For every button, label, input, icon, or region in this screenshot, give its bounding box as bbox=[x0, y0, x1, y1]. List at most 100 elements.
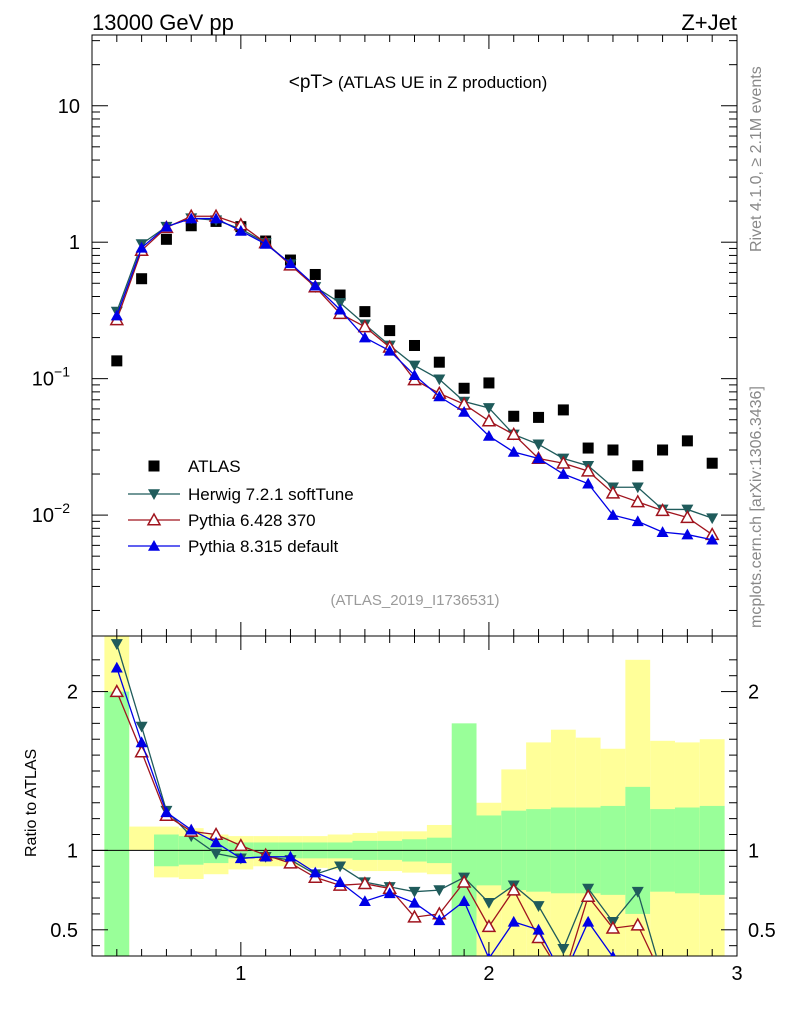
marker-triangle-open bbox=[146, 512, 162, 526]
marker-triangle-open bbox=[605, 920, 621, 934]
marker-triangle-up bbox=[706, 533, 719, 545]
marker-triangle-up bbox=[532, 452, 545, 464]
marker-triangle-down bbox=[408, 886, 421, 898]
marker-square bbox=[657, 444, 669, 456]
marker-square bbox=[458, 382, 470, 394]
ratio-y-tick-label-right: 1 bbox=[748, 840, 759, 862]
ratio-y-label: Ratio to ATLAS bbox=[23, 749, 40, 857]
marker-triangle-open bbox=[680, 509, 695, 524]
band-yellow-bin bbox=[129, 826, 155, 851]
marker-triangle-up bbox=[582, 915, 595, 927]
marker-triangle-up bbox=[458, 895, 471, 907]
y-tick-exponent: −1 bbox=[54, 364, 70, 380]
marker-square bbox=[632, 460, 644, 472]
marker-triangle-down bbox=[657, 973, 669, 984]
ratio-y-tick-label-right: 0.5 bbox=[748, 920, 776, 942]
marker-triangle-up bbox=[681, 971, 693, 982]
marker-triangle-up bbox=[606, 509, 619, 520]
plot-title-main: <pT> bbox=[289, 72, 333, 93]
marker-square bbox=[148, 460, 160, 472]
marker-triangle-up bbox=[148, 540, 160, 551]
marker-triangle-up bbox=[486, 952, 491, 956]
marker-square bbox=[384, 325, 396, 337]
marker-triangle-up bbox=[234, 852, 247, 864]
marker-triangle-down bbox=[210, 848, 223, 860]
marker-triangle-up bbox=[383, 344, 396, 356]
header-right: Z+Jet bbox=[681, 10, 737, 35]
marker-triangle-open bbox=[481, 919, 497, 933]
marker-triangle-up bbox=[433, 914, 446, 926]
marker-triangle-open bbox=[109, 684, 125, 698]
marker-triangle-up bbox=[160, 220, 173, 232]
ratio-y-tick-label: 2 bbox=[67, 682, 78, 704]
marker-triangle-open bbox=[630, 917, 646, 931]
marker-triangle-down bbox=[631, 886, 644, 898]
marker-triangle-up bbox=[284, 257, 297, 269]
marker-triangle-down bbox=[532, 901, 545, 912]
ratio-y-tick-label: 1 bbox=[67, 840, 78, 862]
marker-triangle-up bbox=[259, 850, 272, 862]
marker-square bbox=[433, 356, 445, 368]
marker-triangle-up bbox=[408, 896, 421, 908]
x-tick-label: 1 bbox=[235, 963, 246, 985]
marker-triangle-down bbox=[408, 360, 421, 372]
marker-triangle-open bbox=[655, 502, 670, 517]
marker-triangle-open bbox=[233, 838, 249, 852]
ratio-y-tick-label-right: 2 bbox=[748, 682, 759, 704]
marker-square bbox=[607, 444, 619, 456]
marker-triangle-up bbox=[631, 515, 644, 527]
marker-triangle-down bbox=[706, 513, 719, 525]
marker-triangle-open bbox=[481, 413, 497, 427]
marker-triangle-open bbox=[681, 971, 693, 982]
marker-triangle-down bbox=[532, 439, 545, 451]
marker-triangle-up bbox=[309, 279, 322, 291]
marker-triangle-open bbox=[283, 855, 298, 869]
marker-triangle-up bbox=[383, 887, 396, 899]
legend-label: Pythia 6.428 370 bbox=[188, 511, 316, 530]
marker-triangle-up bbox=[532, 923, 545, 935]
marker-triangle-up bbox=[358, 895, 371, 907]
marker-triangle-up bbox=[557, 971, 569, 982]
marker-square bbox=[483, 377, 495, 389]
marker-triangle-open bbox=[580, 888, 596, 902]
marker-square bbox=[533, 411, 545, 423]
plot-title: <pT> (ATLAS UE in Z production) bbox=[289, 72, 548, 93]
x-tick-label: 3 bbox=[731, 963, 742, 985]
legend-label: Pythia 8.315 default bbox=[188, 537, 339, 556]
marker-triangle-down bbox=[135, 721, 148, 733]
legend-label: Herwig 7.2.1 softTune bbox=[188, 485, 354, 504]
marker-triangle-up bbox=[657, 971, 669, 982]
marker-triangle-up bbox=[334, 303, 347, 315]
side-label-top: Rivet 4.1.0, ≥ 2.1M events bbox=[748, 66, 765, 252]
marker-square bbox=[334, 289, 346, 301]
marker-triangle-down bbox=[557, 944, 570, 955]
legend: ATLAS Herwig 7.2.1 softTune Pythia 6.428 3… bbox=[128, 457, 354, 556]
marker-triangle-open bbox=[580, 463, 596, 477]
series-layer bbox=[109, 208, 720, 984]
marker-triangle-up bbox=[259, 238, 272, 249]
marker-square bbox=[185, 220, 197, 232]
marker-triangle-up bbox=[135, 241, 148, 253]
marker-square bbox=[582, 442, 594, 454]
marker-triangle-up bbox=[706, 971, 718, 982]
marker-triangle-down bbox=[433, 885, 446, 897]
y-tick-exponent: −2 bbox=[54, 500, 70, 516]
marker-square bbox=[681, 435, 693, 447]
marker-square bbox=[706, 457, 718, 469]
marker-triangle-down bbox=[706, 973, 718, 984]
marker-square bbox=[136, 273, 148, 285]
marker-square bbox=[508, 410, 520, 422]
marker-square bbox=[359, 306, 371, 318]
marker-triangle-up bbox=[210, 212, 223, 224]
marker-triangle-up bbox=[160, 806, 173, 818]
marker-triangle-up bbox=[656, 526, 669, 537]
band-green-bin bbox=[104, 691, 130, 956]
marker-triangle-up bbox=[135, 736, 148, 748]
marker-square bbox=[557, 404, 569, 416]
marker-triangle-up bbox=[557, 468, 570, 479]
marker-triangle-up bbox=[458, 405, 471, 417]
plot-title-sub: (ATLAS UE in Z production) bbox=[333, 73, 547, 92]
marker-triangle-open bbox=[357, 876, 373, 890]
marker-triangle-up bbox=[110, 661, 123, 673]
